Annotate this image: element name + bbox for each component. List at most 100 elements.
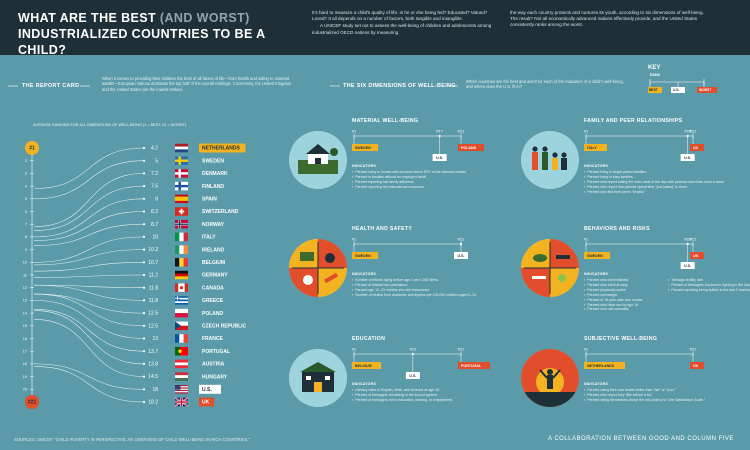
ranking-chart: 2 3 4 5 6 7 8 9 10 11 12 13 14 15 16 17 18 19 20 #1 #21 4.2 NE…: [23, 141, 247, 409]
rank-tick-label: 11: [23, 273, 27, 277]
portugal-flag: [175, 346, 188, 356]
best-country-tag: [584, 144, 607, 151]
country-score: 5: [155, 158, 158, 164]
school-icon: [289, 349, 347, 407]
country-highlight: [199, 397, 214, 407]
indicators-heading: INDICATORS: [584, 164, 609, 168]
country-name: CANADA: [202, 285, 224, 291]
key-us-label: U.S.: [673, 88, 680, 92]
us-label: U.S.: [684, 264, 691, 268]
rank-tick-label: 9: [25, 248, 27, 252]
us-flag: [175, 385, 188, 394]
worst-rank: #21: [690, 129, 697, 134]
us-label: U.S.: [458, 254, 465, 258]
rank-tick-label: 14: [23, 311, 27, 315]
country-name: UK: [202, 400, 210, 406]
indicator-item: Percent of 15-year-olds who smoke.: [584, 298, 643, 303]
rank-connector-dot: [142, 197, 146, 200]
dimension-rank-bar: #1 NETHERLANDS #21 UK: [584, 347, 704, 369]
indicators-heading: INDICATORS: [352, 164, 377, 168]
best-country-tag: [584, 362, 625, 369]
indicator-item: Percent reporting few educational resour…: [352, 185, 467, 190]
rank-connector: [33, 223, 145, 247]
country-name: POLAND: [202, 311, 224, 317]
country-score: 13.8: [148, 362, 158, 368]
country-name: DENMARK: [202, 171, 228, 177]
rank-tick-label: 4: [25, 184, 27, 188]
best-country: SWEDEN: [587, 254, 603, 258]
uk-flag: [174, 397, 189, 407]
worst-badge: [25, 395, 39, 409]
indicators-heading: INDICATORS: [584, 272, 609, 276]
rank-tick-label: 16: [23, 337, 27, 341]
denmark-flag: [175, 169, 188, 178]
country-score: 18.2: [148, 400, 158, 406]
rank-connector-dot: [142, 159, 146, 162]
indicator-item: Percent reporting being bullied in the l…: [668, 288, 750, 293]
key-best-label: BEST: [649, 88, 658, 92]
collaboration-credit: A COLLABORATION BETWEEN GOOD AND COLUMN …: [548, 436, 734, 442]
country-highlight: [199, 143, 246, 153]
rank-connector: [33, 274, 145, 278]
czech-flag: [175, 321, 188, 331]
country-score: 8: [155, 196, 158, 202]
dimension-title: FAMILY AND PEER RELATIONSHIPS: [584, 118, 683, 124]
dimension-title: BEHAVIORS AND RISKS: [584, 226, 650, 232]
country-name: IRELAND: [202, 247, 225, 253]
indicators-heading: INDICATORS: [352, 382, 377, 386]
country-name: GERMANY: [202, 273, 228, 279]
us-tag: [405, 372, 420, 379]
rank-tick-label: 7: [25, 223, 27, 227]
dimension-title: MATERIAL WELL-BEING: [352, 118, 419, 124]
rank-connector-dot: [142, 185, 146, 188]
intro-paragraph-1: It's hard to measure a child's quality o…: [312, 10, 488, 22]
report-card-heading: THE REPORT CARD: [22, 83, 80, 89]
indicator-item: Percent of teenagers remaining in the sc…: [352, 393, 453, 398]
rank-connector-dot: [142, 146, 146, 150]
indicator-item: Percent rating their own health better t…: [584, 388, 705, 393]
rank-connector-dot: [142, 261, 146, 264]
country-name: CZECH REPUBLIC: [202, 324, 247, 330]
best-rank: #1: [584, 129, 589, 134]
best-rank: #1: [352, 237, 357, 242]
country-name: FRANCE: [202, 336, 223, 342]
rank-tick-label: 10: [23, 261, 27, 265]
country-name: NORWAY: [202, 222, 225, 228]
key-worst-label: WORST: [699, 88, 712, 92]
best-country: BELGIUM: [355, 364, 372, 368]
title-muted: (and worst): [159, 11, 250, 25]
country-name: ITALY: [202, 235, 216, 241]
rank-tick-label: 3: [25, 172, 27, 176]
country-name: U.S.: [202, 387, 212, 393]
indicator-list: Teenage fertility rate.Percent of teenag…: [668, 278, 750, 293]
six-dimensions-heading-rule: [330, 85, 458, 87]
us-rank: #12: [410, 347, 417, 352]
dimension-rank-bar: #1 BELGIUM #12 U.S. #21 PORTUGAL: [352, 347, 490, 379]
dimension-title: SUBJECTIVE WELL-BEING: [584, 336, 658, 342]
rank-connector: [33, 262, 145, 272]
report-card-heading-rule: [8, 85, 90, 87]
us-tag: [680, 262, 695, 269]
indicator-list: Percent living in single-parent families…: [584, 170, 725, 195]
worst-country: UK: [693, 254, 699, 258]
worst-country-tag: [690, 252, 704, 259]
rank-connector-dot: [142, 210, 146, 213]
best-rank: #1: [584, 347, 589, 352]
rank-connector-dot: [142, 375, 146, 378]
us-tag: [680, 154, 695, 161]
indicator-item: Percent physically active.: [584, 288, 643, 293]
country-name: NETHERLANDS: [202, 146, 240, 152]
country-score: 8.7: [151, 222, 158, 228]
rank-tick-label: 12: [23, 286, 27, 290]
rank-tick-label: 20: [23, 388, 27, 392]
six-dimensions-heading: THE SIX DIMENSIONS OF WELL-BEING: [343, 83, 456, 89]
rank-connector: [33, 198, 145, 238]
indicator-item: Percent who find their peers "helpful.": [584, 190, 725, 195]
indicator-list: Number of infants dying before age 1 per…: [352, 278, 477, 298]
rank-connector: [33, 249, 145, 266]
rank-connector-dot: [142, 362, 146, 365]
worst-country: POLAND: [461, 146, 477, 150]
best-country: SWEDEN: [355, 254, 371, 258]
rank-connector: [33, 310, 145, 365]
country-score: 14.5: [148, 374, 158, 380]
